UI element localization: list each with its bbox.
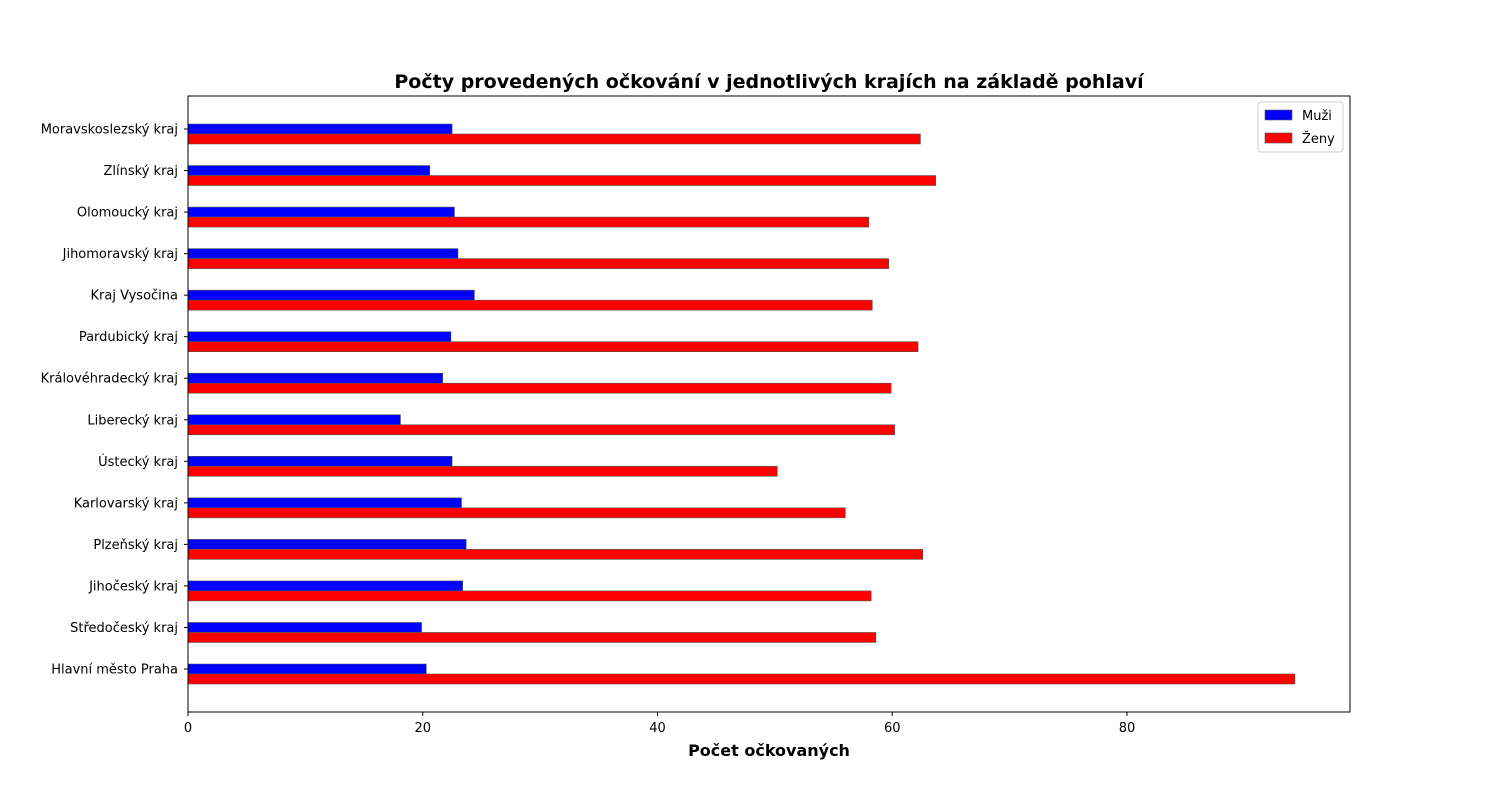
x-tick-label: 40: [649, 721, 666, 736]
y-tick-label: Jihomoravský kraj: [62, 247, 178, 262]
bar-zeny: [187, 424, 895, 436]
y-tick-label: Ústecký kraj: [98, 454, 178, 470]
bars-group: [187, 123, 1296, 685]
y-tick-label: Středočeský kraj: [70, 621, 178, 636]
bar-muzi: [187, 206, 455, 218]
x-axis-label: Počet očkovaných: [688, 741, 850, 760]
bar-muzi: [187, 456, 453, 467]
bar-muzi: [187, 248, 459, 259]
bar-muzi: [187, 663, 427, 675]
bar-zeny: [187, 590, 872, 602]
legend-label: Muži: [1302, 109, 1332, 124]
y-tick-label: Liberecký kraj: [87, 413, 178, 428]
y-tick-label: Hlavní město Praha: [51, 663, 178, 678]
y-tick-label: Plzeňský kraj: [93, 538, 178, 553]
x-tick-label: 80: [1119, 721, 1136, 736]
bar-muzi: [187, 331, 452, 342]
legend-swatch: [1264, 109, 1293, 121]
bar-zeny: [187, 216, 870, 228]
bar-muzi: [187, 165, 431, 176]
y-tick-label: Karlovarský kraj: [74, 496, 178, 511]
bar-muzi: [187, 580, 463, 592]
bar-muzi: [187, 289, 475, 301]
bar-zeny: [187, 382, 892, 394]
x-tick-label: 0: [184, 721, 192, 736]
legend-swatch: [1264, 132, 1293, 144]
chart-title: Počty provedených očkování v jednotlivýc…: [394, 71, 1145, 93]
y-tick-label: Moravskoslezský kraj: [41, 123, 178, 138]
y-tick-label: Olomoucký kraj: [77, 206, 178, 221]
y-tick-label: Královéhradecký kraj: [41, 372, 178, 387]
x-axis-ticks: 0 20 40 60 80: [184, 712, 1135, 736]
bar-zeny: [187, 549, 924, 560]
x-tick-label: 20: [414, 721, 431, 736]
bar-zeny: [187, 632, 877, 643]
bar-zeny: [187, 673, 1296, 685]
bar-muzi: [187, 123, 453, 135]
y-axis-ticks: Hlavní město Praha Středočeský kraj Jihoče…: [41, 123, 188, 678]
bar-zeny: [187, 341, 919, 352]
bar-zeny: [187, 258, 890, 269]
x-tick-label: 60: [884, 721, 901, 736]
y-tick-label: Pardubický kraj: [79, 330, 178, 345]
bar-zeny: [187, 175, 936, 186]
bar-muzi: [187, 414, 401, 426]
legend-label: Ženy: [1302, 131, 1335, 147]
bar-zeny: [187, 507, 846, 519]
y-tick-label: Jihočeský kraj: [88, 579, 178, 594]
plot-frame: [187, 95, 1351, 713]
bar-muzi: [187, 622, 422, 633]
bar-muzi: [187, 497, 462, 509]
bar-zeny: [187, 466, 778, 477]
bar-muzi: [187, 372, 444, 384]
bar-zeny: [187, 133, 921, 145]
y-tick-label: Kraj Vysočina: [90, 289, 178, 304]
legend: Muži Ženy: [1257, 101, 1344, 153]
bar-muzi: [187, 539, 467, 550]
bar-zeny: [187, 299, 873, 311]
y-tick-label: Zlínský kraj: [104, 164, 178, 179]
